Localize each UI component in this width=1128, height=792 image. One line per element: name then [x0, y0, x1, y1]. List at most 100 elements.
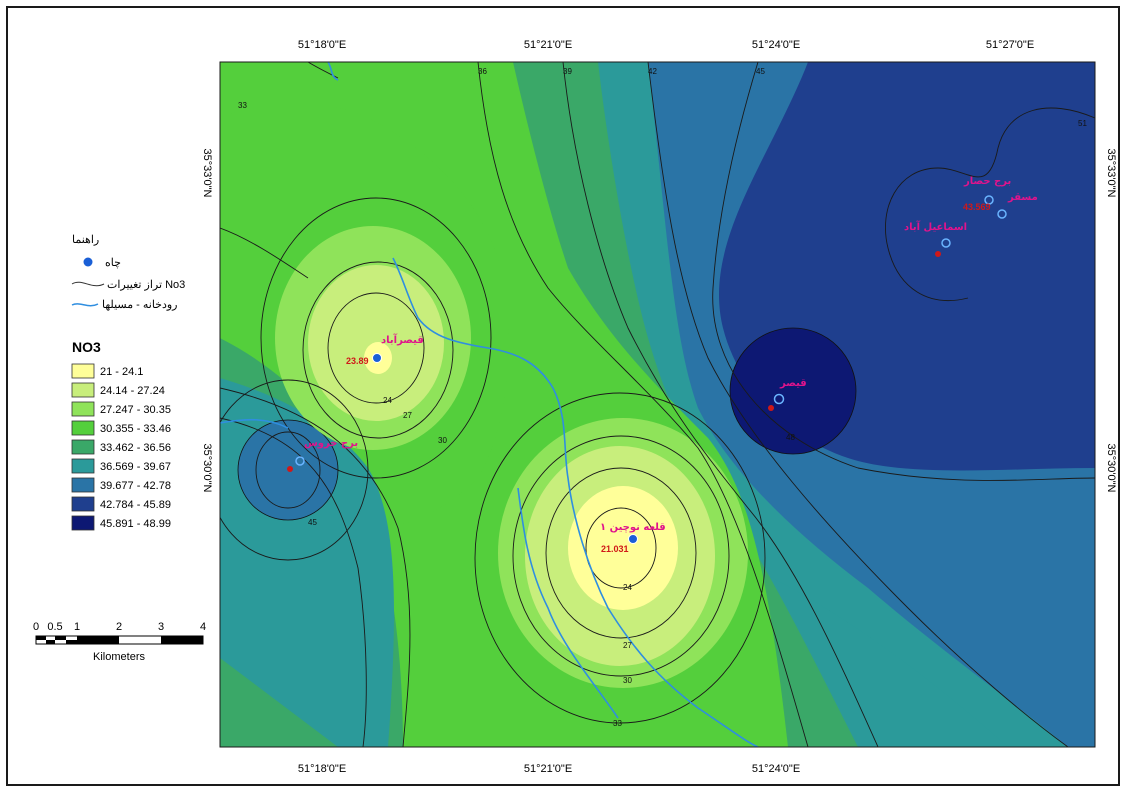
- scale-tick-label: 0.5: [47, 621, 62, 633]
- legend-class-label: 42.784 - 45.89: [100, 499, 171, 511]
- well-value-ghale-nochin: 21.031: [601, 544, 629, 554]
- y-tick-right: 35°30'0"N: [1105, 444, 1117, 493]
- scale-seg: [77, 636, 119, 644]
- contour-label-48: 48: [786, 433, 795, 442]
- well-icon[interactable]: [997, 209, 1007, 219]
- contour-label-24: 24: [383, 396, 392, 405]
- place-label-borj-hesar: برج حصار: [963, 176, 1011, 187]
- scale-seg: [36, 636, 46, 640]
- map-border: [219, 61, 1096, 748]
- legend-class-label: 24.14 - 27.24: [100, 385, 165, 397]
- map-frame: 36 39 42 45 33 30 27 24 48 51 24 27 30 3…: [6, 6, 1120, 786]
- x-tick-top: 51°24'0"E: [752, 39, 800, 51]
- legend-classes: 21 - 24.1 24.14 - 27.24 27.247 - 30.35 3…: [71, 363, 171, 531]
- legend-item-well: چاه: [105, 257, 121, 269]
- legend-swatch: [71, 439, 95, 455]
- contour-label-30: 30: [438, 436, 447, 445]
- legend-item-contour: تراز تغییرات No3: [107, 279, 185, 291]
- scale-tick-label: 1: [74, 621, 80, 633]
- contour-label-30-south: 30: [623, 676, 632, 685]
- well-icon[interactable]: [984, 195, 994, 205]
- legend-class-label: 45.891 - 48.99: [100, 518, 171, 530]
- zone-class-6-south: [708, 548, 1008, 747]
- well-icon[interactable]: [295, 456, 305, 466]
- scale-tick-label: 4: [200, 621, 206, 633]
- scale-bar: 0 0.5 1 2 3 4 Kilometers: [33, 621, 206, 663]
- y-tick-right: 35°33'0"N: [1105, 149, 1117, 198]
- contour-label-33-south: 33: [613, 719, 622, 728]
- legend-class-label: 27.247 - 30.35: [100, 404, 171, 416]
- x-tick-bottom: 51°21'0"E: [524, 763, 572, 775]
- map-area[interactable]: 36 39 42 45 33 30 27 24 48 51 24 27 30 3…: [208, 62, 1095, 747]
- scale-seg: [161, 636, 203, 644]
- well-marker-icon: [935, 251, 941, 257]
- legend-swatch: [71, 382, 95, 398]
- coord-labels: 51°18'0"E 51°21'0"E 51°24'0"E 51°27'0"E …: [201, 39, 1117, 775]
- place-label-esmail-abad: اسماعیل آباد: [904, 220, 967, 233]
- river-lines: [220, 62, 759, 747]
- x-tick-bottom: 51°24'0"E: [752, 763, 800, 775]
- place-label-qeysarabad: قیصرآباد: [381, 333, 424, 346]
- well-value-qeysarabad: 23.89: [346, 356, 369, 366]
- contour-label-42: 42: [648, 67, 657, 76]
- y-tick-left: 35°33'0"N: [201, 149, 213, 198]
- contour-label-33: 33: [238, 101, 247, 110]
- scale-seg: [46, 640, 55, 644]
- contour-label-51: 51: [1078, 119, 1087, 128]
- well-value-masqar: 43.569: [963, 202, 991, 212]
- scale-tick-label: 0: [33, 621, 39, 633]
- zone-class-5-southwest: [220, 658, 338, 747]
- legend-title: راهنما: [72, 234, 99, 246]
- scale-unit: Kilometers: [93, 651, 145, 663]
- legend-swatch: [71, 401, 95, 417]
- place-label-ghale-nochin: قلعه نوچین ۱: [600, 522, 666, 533]
- contour-label-45-west: 45: [308, 518, 317, 527]
- well-icon: [83, 257, 93, 267]
- map-canvas: 36 39 42 45 33 30 27 24 48 51 24 27 30 3…: [33, 39, 1117, 775]
- contour-line-icon: [71, 281, 105, 287]
- contour-label-24-south: 24: [623, 583, 632, 592]
- contour-value-labels: 36 39 42 45 33 30 27 24 48 51 24 27 30 3…: [238, 67, 1087, 728]
- well-marker-icon: [287, 466, 293, 472]
- legend-swatch: [71, 458, 95, 474]
- contour-label-45: 45: [756, 67, 765, 76]
- y-tick-left: 35°30'0"N: [201, 444, 213, 493]
- scale-tick-label: 3: [158, 621, 164, 633]
- legend-class-label: 33.462 - 36.56: [100, 442, 171, 454]
- legend-swatch: [71, 515, 95, 531]
- legend-class-label: 39.677 - 42.78: [100, 480, 171, 492]
- zone-class-9-qeysar: [729, 327, 857, 455]
- scale-tick-label: 2: [116, 621, 122, 633]
- x-tick-top: 51°27'0"E: [986, 39, 1034, 51]
- contour-label-39: 39: [563, 67, 572, 76]
- legend-class-label: 36.569 - 39.67: [100, 461, 171, 473]
- legend-class-label: 30.355 - 33.46: [100, 423, 171, 435]
- contour-lines: [220, 62, 1095, 747]
- scale-seg: [66, 640, 77, 644]
- well-icon[interactable]: [372, 353, 382, 363]
- contour-label-36: 36: [478, 67, 487, 76]
- legend-swatch: [71, 477, 95, 493]
- well-icon[interactable]: [941, 238, 951, 248]
- x-tick-top: 51°21'0"E: [524, 39, 572, 51]
- wells: [287, 195, 1007, 544]
- x-tick-bottom: 51°18'0"E: [298, 763, 346, 775]
- legend-swatch: [71, 420, 95, 436]
- legend: راهنما چاه تراز تغییرات No3 رودخانه - مس…: [71, 234, 185, 531]
- well-marker-icon: [768, 405, 774, 411]
- well-icon[interactable]: [773, 393, 785, 405]
- legend-swatch: [71, 496, 95, 512]
- contour-label-27-south: 27: [623, 641, 632, 650]
- place-label-qeysar: قیصر: [779, 378, 807, 389]
- legend-swatch: [71, 363, 95, 379]
- place-label-masqar: مسقر: [1007, 192, 1038, 203]
- place-labels: قیصرآباد 23.89 قلعه نوچین ۱ 21.031 قیصر …: [304, 176, 1038, 554]
- scale-seg: [55, 636, 66, 640]
- legend-no3-title: NO3: [72, 339, 101, 355]
- legend-item-river: رودخانه - مسیلها: [102, 299, 178, 311]
- x-tick-top: 51°18'0"E: [298, 39, 346, 51]
- legend-class-label: 21 - 24.1: [100, 366, 143, 378]
- well-icon[interactable]: [628, 534, 638, 544]
- river-icon: [71, 303, 99, 307]
- contour-label-27: 27: [403, 411, 412, 420]
